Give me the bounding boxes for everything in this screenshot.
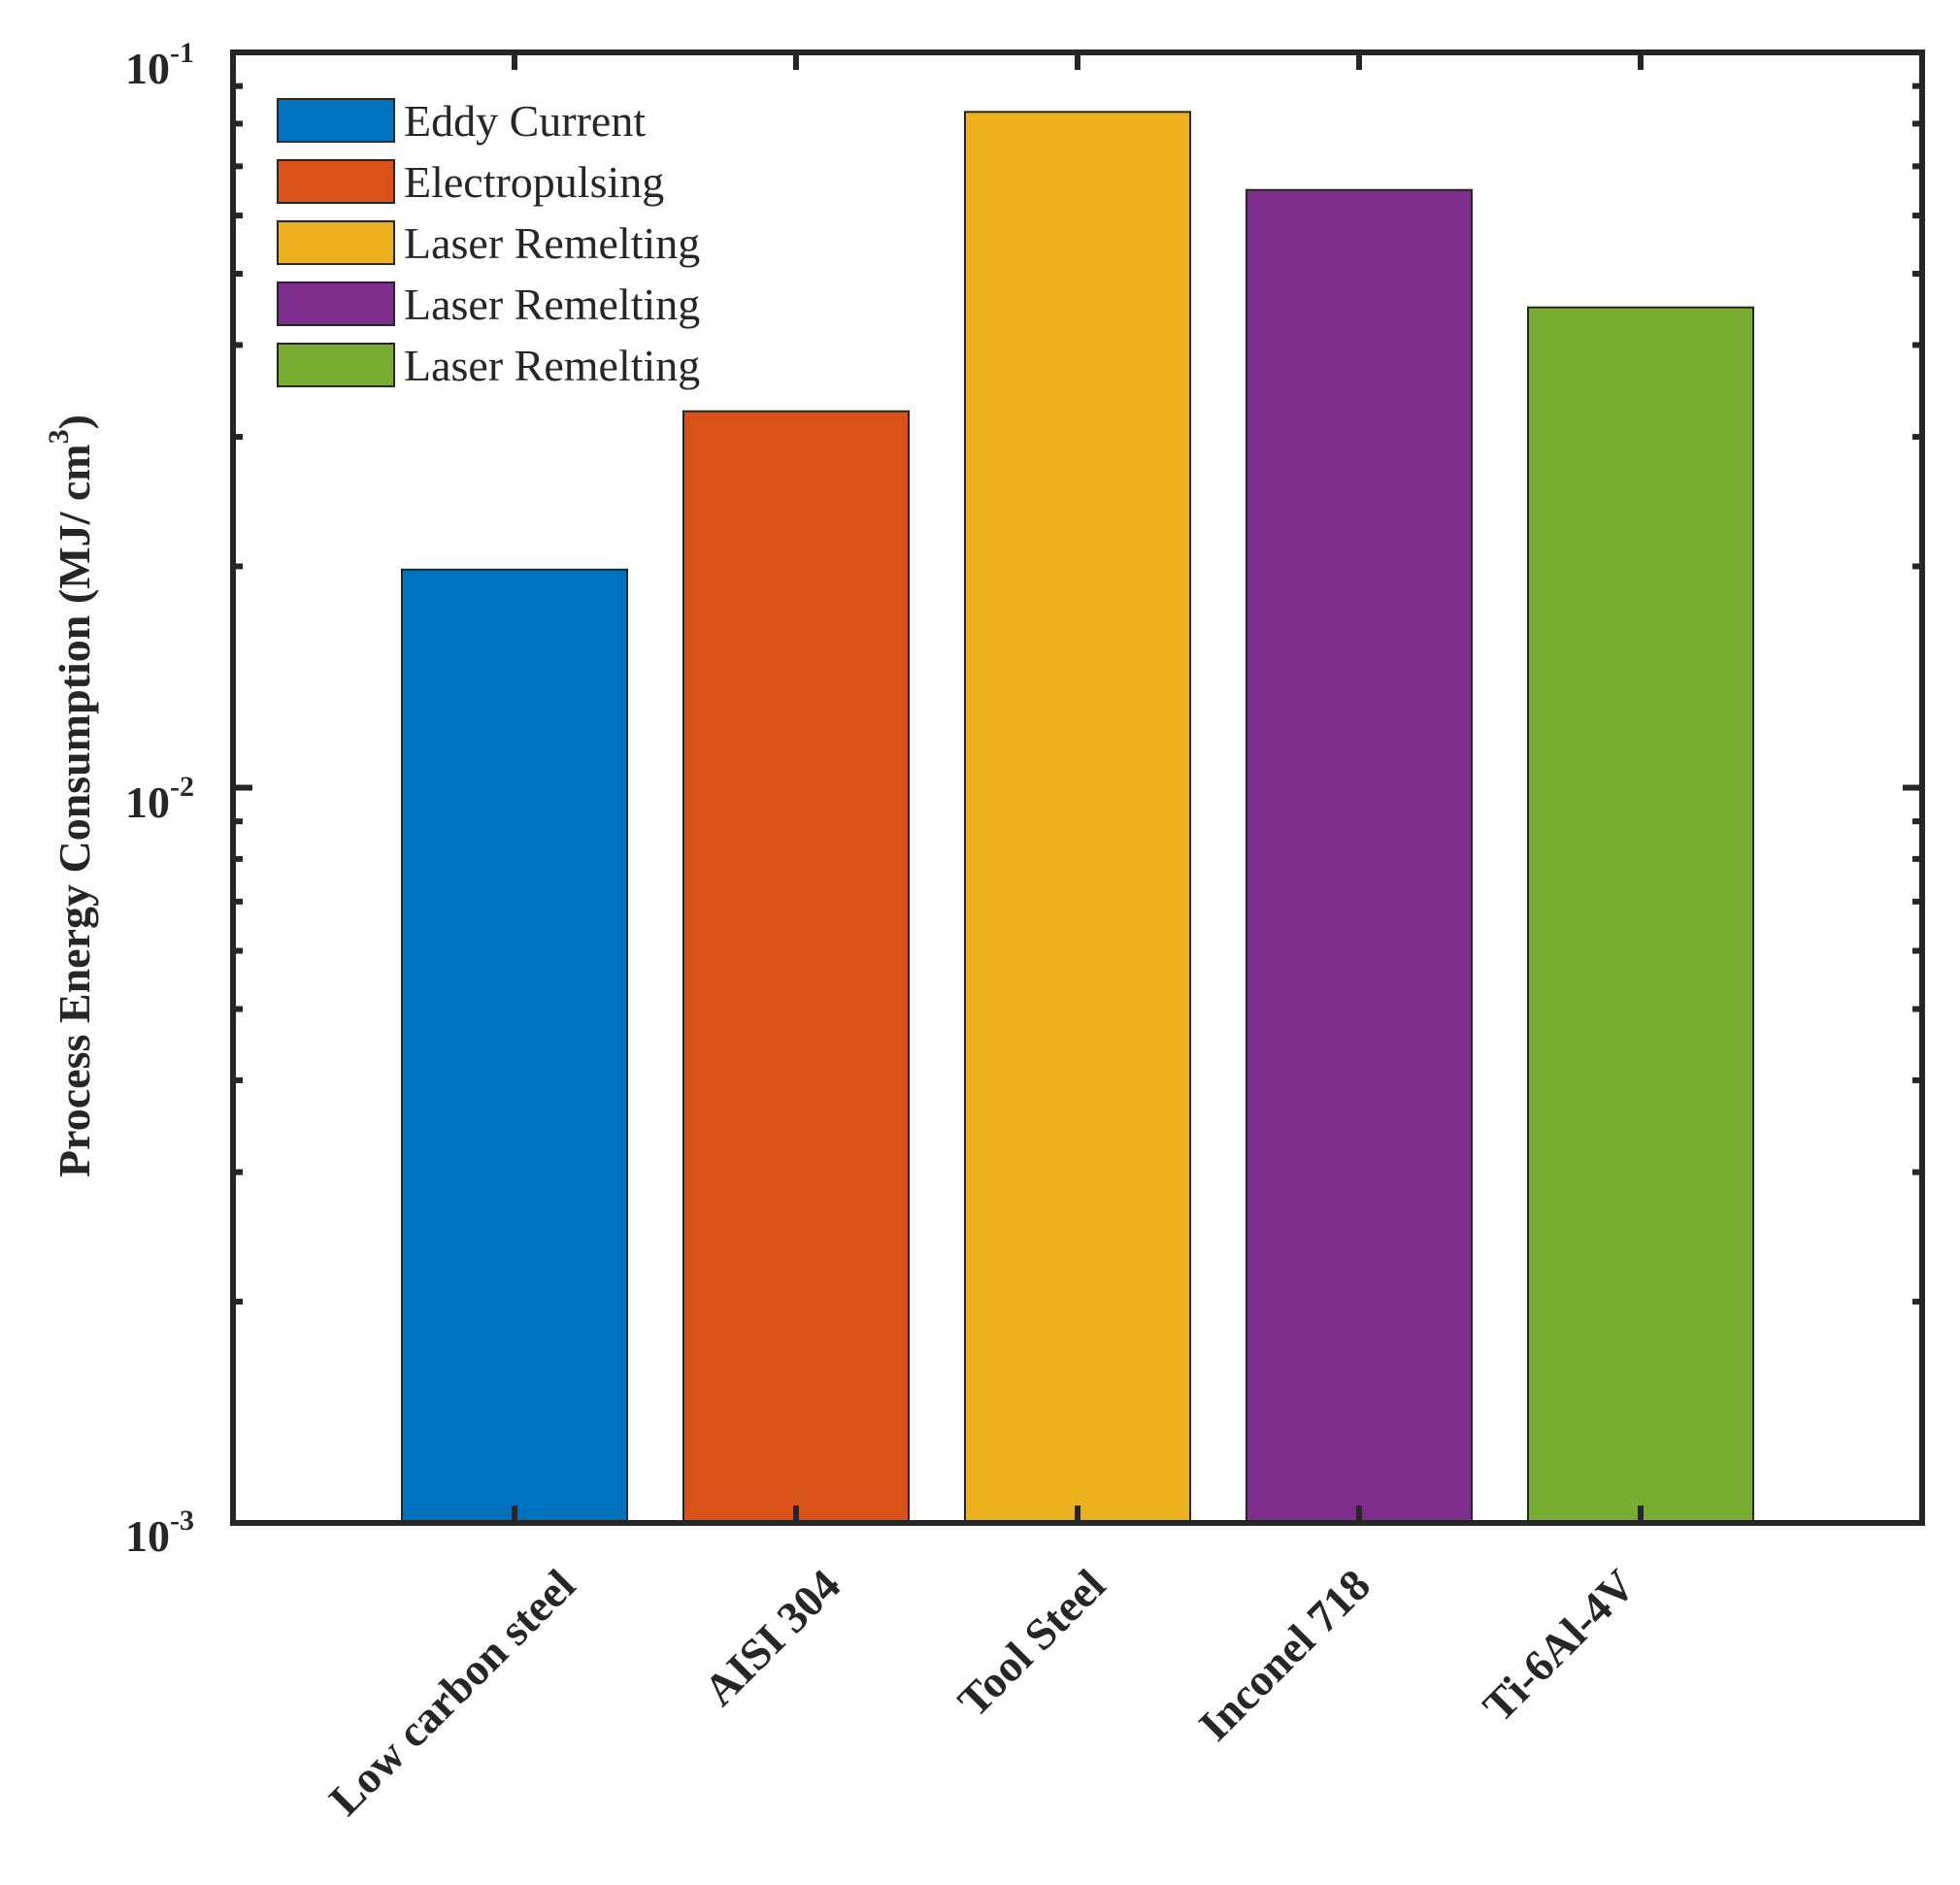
- legend-swatch: [277, 343, 395, 387]
- y-tick-labels: 10-1 10-2 10-3: [125, 37, 194, 1561]
- legend-label: Laser Remelting: [404, 341, 700, 390]
- x-tick-label: AISI 304: [694, 1560, 849, 1715]
- bar: [964, 111, 1191, 1524]
- legend-label: Electropulsing: [404, 157, 664, 207]
- bars-group: [401, 111, 1754, 1525]
- bar: [682, 410, 910, 1525]
- bar: [401, 568, 628, 1524]
- x-tick-label: Low carbon steel: [319, 1560, 584, 1825]
- legend-label: Laser Remelting: [404, 280, 700, 329]
- bar: [1246, 188, 1473, 1525]
- y-tick-label: 10-2: [125, 771, 194, 827]
- legend-swatch: [277, 220, 395, 265]
- y-tick-label: 10-3: [125, 1505, 194, 1561]
- legend-label: Eddy Current: [404, 96, 646, 146]
- x-tick-label: Tool Steel: [948, 1560, 1114, 1726]
- x-tick-label: Inconel 718: [1189, 1560, 1379, 1750]
- legend: Eddy Current Electropulsing Laser Remelt…: [277, 96, 700, 390]
- y-tick-label: 10-1: [125, 37, 194, 93]
- legend-swatch: [277, 281, 395, 326]
- axes-box: [230, 50, 1925, 1526]
- legend-swatch: [277, 98, 395, 143]
- legend-label: Laser Remelting: [404, 218, 700, 268]
- x-tick-labels: Low carbon steel AISI 304 Tool Steel Inc…: [319, 1560, 1644, 1825]
- x-tick-label: Ti-6Al-4V: [1474, 1560, 1644, 1731]
- bar: [1527, 306, 1754, 1525]
- y-axis-title: Process Energy Consumption (MJ/ cm3): [43, 414, 99, 1177]
- legend-swatch: [277, 159, 395, 204]
